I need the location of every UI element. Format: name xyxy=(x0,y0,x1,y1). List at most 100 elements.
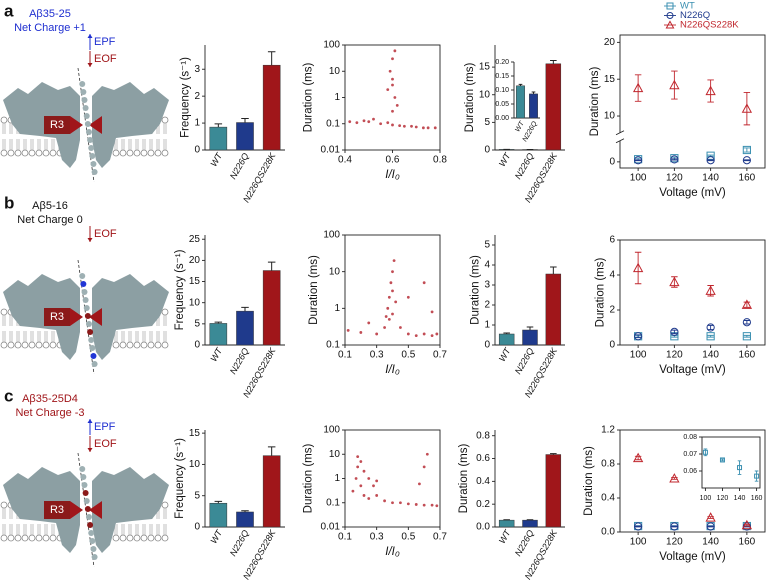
event-point xyxy=(406,332,410,336)
y-tick-label: 0.4 xyxy=(601,493,615,504)
peptide-residue xyxy=(81,289,88,295)
bar xyxy=(262,64,281,151)
marker-triangle xyxy=(741,299,753,309)
marker-square xyxy=(706,151,715,160)
lipid-head xyxy=(126,149,134,157)
event-point xyxy=(398,124,402,128)
event-point xyxy=(387,295,391,299)
y-axis-label: Duration (ms) xyxy=(303,444,315,514)
error-bar xyxy=(737,460,742,475)
marker-circle xyxy=(634,522,643,531)
error-bar xyxy=(241,510,249,512)
y-tick-label: 3 xyxy=(484,280,490,291)
y-tick-label: 20 xyxy=(604,37,616,48)
peptide-residue xyxy=(82,490,89,496)
lipid-head xyxy=(35,341,43,349)
lipid-head xyxy=(21,534,29,542)
x-tick-label: 160 xyxy=(739,350,756,361)
flow-arrow-head xyxy=(87,448,93,452)
event-point xyxy=(391,123,394,127)
error-bar xyxy=(743,159,751,162)
panel-letter: c xyxy=(4,386,13,405)
error-bar xyxy=(720,458,725,462)
lipid-head xyxy=(14,149,22,157)
lipid-head xyxy=(161,534,169,542)
net-charge: Net Charge +1 xyxy=(14,22,86,34)
event-point xyxy=(395,104,399,107)
bar xyxy=(236,310,254,346)
lipid-tail xyxy=(2,508,6,535)
peptide-residue xyxy=(84,506,91,512)
lipid-head xyxy=(28,149,36,157)
event-point xyxy=(359,331,363,334)
error-bar xyxy=(707,324,714,331)
marker-square xyxy=(719,457,725,463)
y-tick-label: 15 xyxy=(479,62,491,73)
plot-frame xyxy=(344,44,441,151)
domain-box xyxy=(44,501,70,519)
marker-circle xyxy=(670,155,679,164)
x-axis-label: I/I₀ xyxy=(385,546,400,558)
y-tick-label: 0.06 xyxy=(683,468,697,475)
error-bar xyxy=(214,500,223,504)
y-tick-label: 1.2 xyxy=(601,425,615,436)
y-axis-label: Frequency (s⁻¹) xyxy=(179,57,191,138)
error-bar xyxy=(241,118,249,123)
peptide-residue xyxy=(89,153,96,159)
flow-label: EOF xyxy=(94,53,117,65)
error-bar xyxy=(707,334,714,338)
y-tick-label: 0 xyxy=(194,522,200,533)
domain-label: R3 xyxy=(50,119,64,131)
error-bar xyxy=(634,74,642,102)
y-tick-label: 0 xyxy=(484,145,490,156)
lipid-head xyxy=(140,534,148,542)
y-axis-label: Duration (ms) xyxy=(469,255,481,325)
event-point xyxy=(393,96,397,99)
event-point xyxy=(375,332,379,336)
error-bar xyxy=(754,470,759,482)
error-bar xyxy=(267,261,276,271)
legend-label: N226QS228K xyxy=(680,20,739,31)
error-bar xyxy=(550,266,557,274)
x-tick-label: 120 xyxy=(666,537,683,548)
x-tick-label: 0.8 xyxy=(433,155,447,166)
event-point xyxy=(422,281,426,285)
x-axis-label: Voltage (mV) xyxy=(659,364,726,376)
axis-break xyxy=(618,132,622,141)
domain-label: R3 xyxy=(50,311,64,323)
error-bar xyxy=(550,453,557,455)
y-tick-label: 5 xyxy=(194,318,200,329)
y-tick-label: 1 xyxy=(334,92,340,103)
error-bar xyxy=(743,92,751,126)
peptide-residue xyxy=(83,113,90,119)
y-tick-label: 0 xyxy=(194,145,200,156)
y-tick-label: 5 xyxy=(194,490,200,501)
y-tick-label: 1 xyxy=(194,118,200,129)
protein xyxy=(92,467,169,553)
peptide-residue xyxy=(82,105,89,111)
lipid-head xyxy=(0,308,8,316)
event-point xyxy=(348,120,352,124)
x-tick-label: 0.6 xyxy=(386,155,400,166)
y-axis-label: Frequency (s⁻¹) xyxy=(174,438,186,519)
peptide-residue xyxy=(79,466,86,472)
lipid-head xyxy=(14,534,22,542)
x-tick-label: 160 xyxy=(739,173,756,184)
event-point xyxy=(355,121,359,125)
x-tick-label: WT xyxy=(514,120,526,134)
event-point xyxy=(435,504,439,508)
event-point xyxy=(384,315,388,318)
y-tick-label: 10 xyxy=(604,111,616,122)
event-point xyxy=(372,117,375,121)
error-bar xyxy=(671,70,678,100)
y-tick-label: 0.8 xyxy=(601,459,615,470)
event-point xyxy=(399,326,402,329)
y-tick-label: 15 xyxy=(189,428,201,439)
peptide-residue xyxy=(85,129,92,135)
peptide-residue xyxy=(80,89,87,95)
lipid-head xyxy=(0,341,8,349)
y-tick-label: 5 xyxy=(484,240,490,251)
x-tick-label: 0.7 xyxy=(433,532,447,543)
x-tick-label: 0.4 xyxy=(338,155,352,166)
